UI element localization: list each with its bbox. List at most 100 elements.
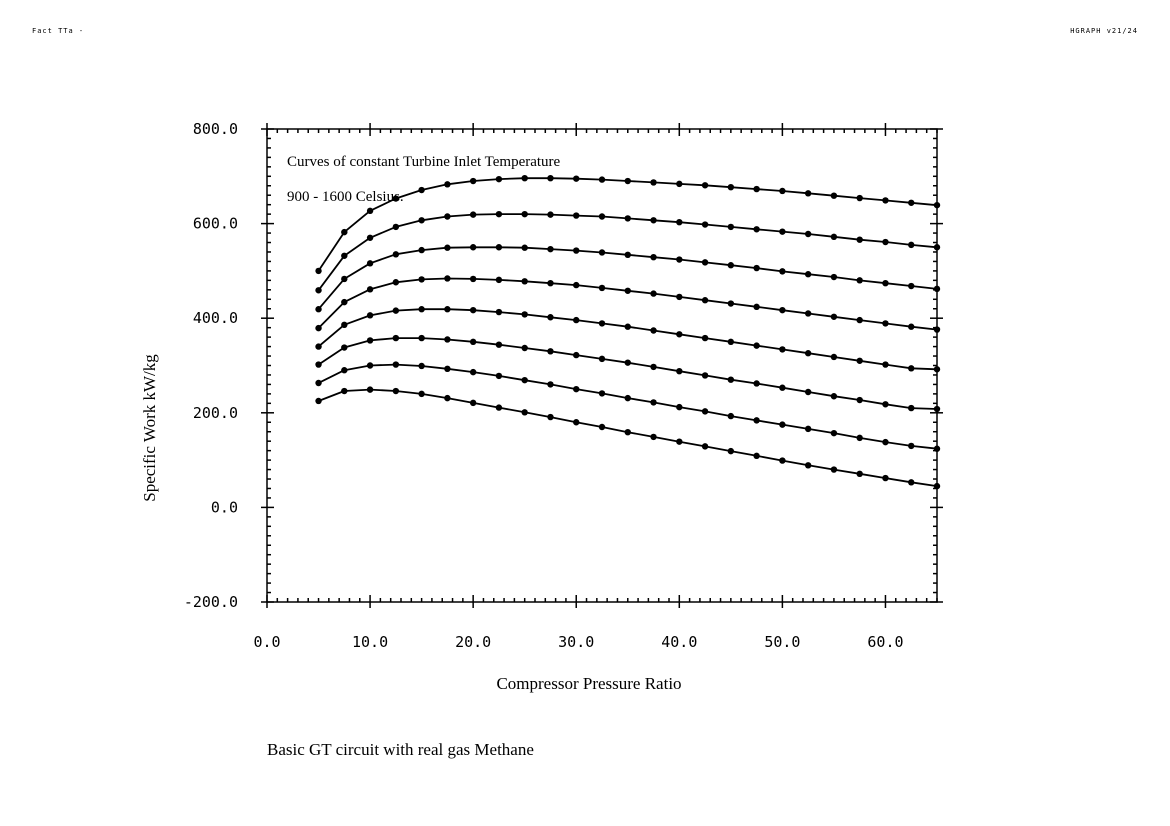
data-point bbox=[366, 260, 374, 267]
data-point bbox=[598, 249, 606, 256]
data-point bbox=[830, 192, 838, 199]
data-point bbox=[547, 348, 554, 355]
data-point bbox=[418, 334, 425, 342]
data-point bbox=[366, 362, 374, 369]
data-point bbox=[882, 474, 889, 482]
data-point bbox=[418, 362, 425, 370]
data-point bbox=[495, 308, 503, 316]
data-point bbox=[804, 425, 812, 433]
data-point bbox=[908, 323, 915, 330]
data-point bbox=[444, 213, 451, 220]
data-point bbox=[804, 462, 812, 469]
x-tick-label: 50.0 bbox=[764, 633, 800, 651]
series-line bbox=[318, 363, 938, 450]
data-point bbox=[933, 326, 941, 333]
data-point bbox=[444, 365, 451, 373]
data-point bbox=[469, 244, 477, 251]
data-point bbox=[908, 199, 915, 206]
data-point bbox=[701, 372, 709, 379]
data-point bbox=[701, 182, 709, 189]
data-point bbox=[676, 293, 683, 301]
data-point bbox=[444, 306, 451, 313]
x-tick-label: 20.0 bbox=[455, 633, 491, 651]
data-point bbox=[753, 342, 760, 349]
data-point bbox=[830, 273, 838, 281]
data-point bbox=[882, 279, 889, 287]
data-point bbox=[598, 423, 606, 431]
data-point bbox=[392, 279, 400, 286]
data-point bbox=[856, 236, 863, 243]
series-4 bbox=[315, 275, 941, 333]
data-point bbox=[547, 279, 554, 287]
data-point bbox=[624, 177, 631, 185]
data-point bbox=[418, 276, 425, 283]
data-point bbox=[933, 482, 941, 490]
data-point bbox=[418, 390, 425, 398]
tick-labels: 0.0 10.0 20.0 30.0 40.0 50.0 60.0 -200.0 0.0 200.… bbox=[184, 120, 904, 651]
data-point bbox=[650, 217, 657, 224]
data-point bbox=[804, 190, 812, 197]
data-point bbox=[933, 445, 941, 452]
data-point bbox=[315, 397, 322, 405]
data-point bbox=[547, 174, 554, 182]
data-point bbox=[341, 275, 348, 283]
data-point bbox=[727, 338, 735, 346]
data-point bbox=[908, 365, 915, 372]
data-point bbox=[392, 251, 400, 258]
data-point bbox=[418, 306, 425, 313]
series-line bbox=[317, 277, 938, 331]
data-point bbox=[830, 313, 838, 320]
data-point bbox=[882, 320, 889, 327]
data-point bbox=[495, 276, 503, 284]
data-point bbox=[315, 343, 322, 350]
data-point bbox=[341, 367, 348, 374]
axis-ticks bbox=[261, 123, 943, 608]
data-point bbox=[727, 447, 735, 455]
data-point bbox=[547, 413, 554, 421]
data-point bbox=[753, 417, 760, 424]
x-axis-label: Compressor Pressure Ratio bbox=[496, 674, 681, 693]
data-point bbox=[676, 367, 683, 375]
data-point bbox=[701, 443, 709, 450]
data-point bbox=[779, 346, 786, 353]
data-point bbox=[444, 244, 451, 251]
data-point bbox=[521, 210, 528, 218]
data-point bbox=[676, 218, 683, 226]
data-point bbox=[624, 428, 631, 436]
series-5 bbox=[315, 306, 941, 373]
data-point bbox=[521, 311, 528, 318]
data-point bbox=[469, 275, 477, 283]
data-point bbox=[469, 211, 477, 218]
data-point bbox=[469, 306, 477, 314]
data-point bbox=[882, 401, 889, 408]
data-point bbox=[573, 175, 580, 182]
data-point bbox=[624, 215, 631, 222]
y-tick-label: 800.0 bbox=[193, 120, 238, 138]
data-point bbox=[908, 479, 915, 486]
data-point bbox=[933, 285, 941, 293]
data-point bbox=[753, 303, 760, 311]
data-point bbox=[366, 337, 374, 344]
data-point bbox=[366, 234, 374, 241]
data-point bbox=[573, 385, 580, 393]
data-point bbox=[933, 366, 941, 373]
data-point bbox=[624, 359, 631, 366]
data-point bbox=[753, 226, 760, 233]
data-point bbox=[753, 380, 760, 387]
data-point bbox=[469, 399, 477, 407]
data-point bbox=[495, 341, 503, 348]
data-point bbox=[908, 404, 915, 412]
y-tick-label: 600.0 bbox=[193, 215, 238, 233]
data-point bbox=[392, 307, 400, 314]
data-point bbox=[650, 290, 657, 297]
data-point bbox=[933, 201, 941, 209]
data-point bbox=[573, 281, 580, 289]
data-point bbox=[392, 361, 400, 368]
data-point bbox=[933, 244, 941, 251]
data-point bbox=[444, 181, 451, 188]
data-point bbox=[650, 327, 657, 334]
data-point bbox=[779, 306, 786, 314]
data-point bbox=[882, 361, 889, 368]
data-point bbox=[624, 323, 631, 330]
data-point bbox=[315, 287, 322, 294]
